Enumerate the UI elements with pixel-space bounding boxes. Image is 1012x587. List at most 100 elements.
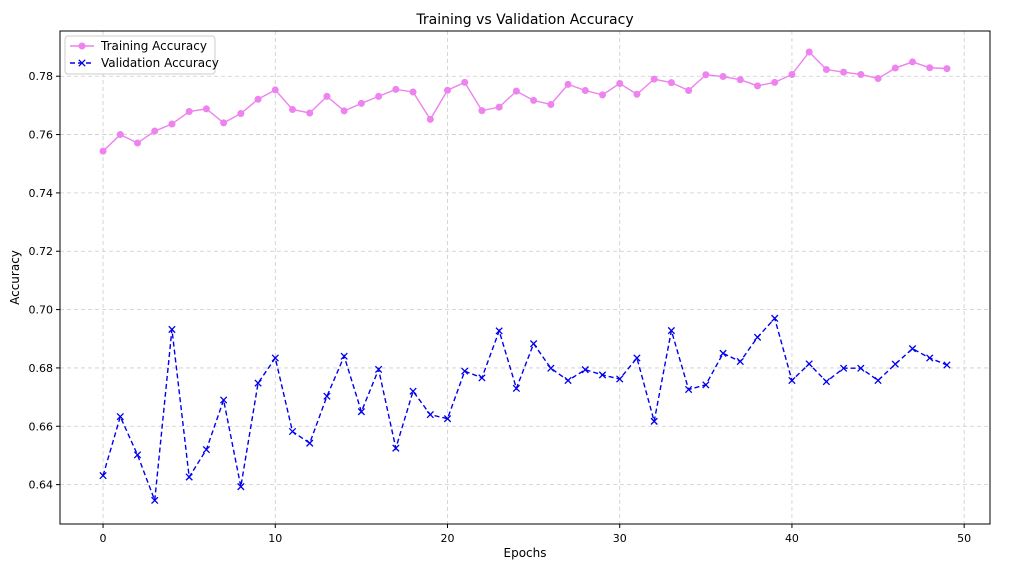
y-tick-label: 0.74 <box>29 187 54 200</box>
x-marker-stroke <box>891 360 899 368</box>
data-point <box>392 444 400 452</box>
x-marker-stroke <box>133 451 142 459</box>
data-point <box>134 139 141 147</box>
x-marker-stroke <box>547 364 555 372</box>
y-tick-label: 0.72 <box>29 245 54 258</box>
x-marker-stroke <box>598 371 607 379</box>
data-point <box>237 110 245 118</box>
legend-marker <box>78 59 86 67</box>
data-point <box>288 427 297 436</box>
x-tick-label: 10 <box>268 532 282 545</box>
x-marker-stroke <box>461 367 469 375</box>
data-point <box>116 412 124 421</box>
data-point <box>599 91 606 99</box>
data-point <box>547 101 555 109</box>
x-marker-stroke <box>443 415 452 423</box>
data-point <box>564 376 572 385</box>
y-tick-label: 0.68 <box>29 362 54 375</box>
grid-lines <box>60 31 990 524</box>
data-point <box>443 415 452 423</box>
data-point <box>736 357 744 366</box>
x-marker-stroke <box>771 314 779 322</box>
x-tick-label: 0 <box>100 532 107 545</box>
x-marker-stroke <box>374 365 383 374</box>
data-point <box>254 95 262 103</box>
data-point <box>392 85 400 93</box>
data-point <box>598 371 607 379</box>
x-marker-stroke <box>151 496 159 505</box>
x-tick-label: 50 <box>957 532 971 545</box>
data-point <box>736 76 744 84</box>
data-point <box>529 340 538 348</box>
x-tick-label: 30 <box>613 532 627 545</box>
data-point <box>754 82 761 90</box>
data-point <box>684 385 693 394</box>
legend: Training Accuracy Validation Accuracy <box>64 35 219 75</box>
data-point <box>633 90 641 98</box>
data-point <box>133 451 142 459</box>
data-point <box>530 96 538 104</box>
data-point <box>788 70 796 78</box>
x-axis-ticks: 0 10 20 30 40 50 <box>100 524 971 545</box>
data-point <box>581 366 589 374</box>
data-point <box>891 360 899 368</box>
data-point <box>616 80 624 88</box>
data-point <box>926 64 934 72</box>
data-point <box>926 354 934 362</box>
x-marker-stroke <box>495 327 503 335</box>
legend-marker <box>78 42 86 50</box>
data-point <box>185 473 193 481</box>
x-marker-stroke <box>529 340 538 348</box>
x-marker-stroke <box>684 385 693 394</box>
x-marker-stroke <box>357 408 366 416</box>
data-point <box>650 75 658 83</box>
y-axis-ticks: 0.64 0.66 0.68 0.70 0.72 0.74 0.76 0.78 <box>29 70 60 492</box>
data-point <box>943 361 951 369</box>
x-marker-stroke <box>219 396 228 404</box>
data-point <box>616 375 624 383</box>
data-point <box>822 66 830 74</box>
data-point <box>805 48 813 56</box>
x-marker-stroke <box>822 377 831 386</box>
x-marker-stroke <box>99 471 107 480</box>
data-point <box>512 384 521 393</box>
data-point <box>702 71 710 79</box>
legend-entry: Training Accuracy <box>70 39 207 53</box>
series-layer <box>99 48 951 505</box>
x-marker-stroke <box>116 412 124 421</box>
legend-label: Training Accuracy <box>100 39 207 53</box>
data-point <box>461 78 469 86</box>
data-point <box>461 367 469 375</box>
x-marker-stroke <box>753 333 762 341</box>
data-point <box>219 396 228 404</box>
data-point <box>495 103 503 111</box>
data-point <box>409 88 417 96</box>
data-point <box>788 376 796 385</box>
plot-border <box>59 30 991 525</box>
data-point <box>168 120 176 128</box>
x-axis-label: Epochs <box>504 546 547 560</box>
x-marker-stroke <box>908 345 917 353</box>
x-marker-stroke <box>254 379 262 387</box>
data-point <box>254 379 262 387</box>
y-tick-label: 0.76 <box>29 129 54 142</box>
data-point <box>116 131 124 139</box>
data-point <box>237 483 245 491</box>
legend-entry: Validation Accuracy <box>70 56 219 70</box>
data-point <box>495 327 503 335</box>
x-marker-stroke <box>202 445 211 454</box>
x-marker-stroke <box>392 444 400 452</box>
data-point <box>857 70 865 78</box>
data-point <box>289 105 296 113</box>
plot-area <box>60 31 990 524</box>
x-marker-stroke <box>616 375 624 383</box>
x-marker-stroke <box>926 354 934 362</box>
data-point <box>840 68 848 76</box>
x-marker-stroke <box>581 366 589 374</box>
data-point <box>323 92 331 100</box>
data-point <box>151 496 159 505</box>
data-point <box>185 108 193 116</box>
series-line <box>102 50 947 152</box>
data-point <box>478 374 486 382</box>
data-point <box>667 79 675 87</box>
